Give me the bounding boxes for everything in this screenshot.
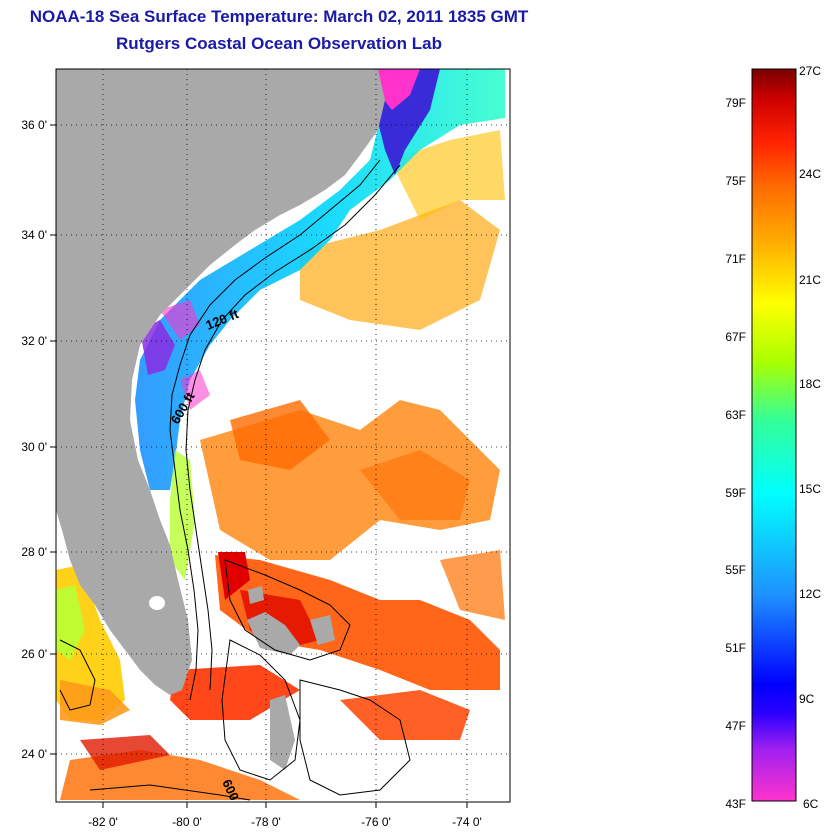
warm-water-layer [60,130,505,800]
lat-label: 34 0' [21,228,47,242]
colorbar-scale [751,68,797,802]
lat-label: 28 0' [21,545,47,559]
colorbar-c-label: 12C [799,587,821,601]
depth-contours [59,159,411,801]
map-subtitle: Rutgers Coastal Ocean Observation Lab [116,34,442,53]
colorbar-c-label: 24C [799,167,821,181]
map-title: NOAA-18 Sea Surface Temperature: March 0… [29,7,529,26]
graticule [56,69,510,802]
lon-label: -74 0' [452,815,482,829]
colorbar-f-label: 59F [725,486,746,500]
colorbar-f-label: 43F [725,797,746,811]
colorbar-c-label: 21C [799,273,821,287]
colorbar-c-label: 27C [799,64,821,78]
colorbar-f-label: 75F [725,174,746,188]
colorbar-f-label: 67F [725,330,746,344]
colorbar-f-label: 47F [725,719,746,733]
map-frame [55,68,511,803]
colorbar-c-label: 18C [799,377,821,391]
colorbar-c-label: 15C [799,482,821,496]
colorbar-f-label: 63F [725,408,746,422]
lat-label: 36 0' [21,118,47,132]
lon-label: -82 0' [88,815,118,829]
colorbar-c-label: 6C [803,797,819,811]
axis-ticks [50,124,468,808]
sst-map: 120 ft 600 ft 600 ft [56,69,510,802]
land-mass [56,69,385,770]
colorbar-f-label: 55F [725,563,746,577]
colorbar-c-label: 9C [799,692,815,706]
lon-label: -80 0' [172,815,202,829]
colorbar-f-label: 71F [725,252,746,266]
lat-label: 30 0' [21,440,47,454]
colorbar-f-label: 51F [725,641,746,655]
temperature-colorbar: 79F 75F 71F 67F 63F 59F 55F 51F 47F 43F … [725,64,821,811]
lon-label: -78 0' [251,815,281,829]
lat-label: 24 0' [21,747,47,761]
lat-label: 32 0' [21,334,47,348]
lat-label: 26 0' [21,647,47,661]
lon-label: -76 0' [361,815,391,829]
colorbar-f-label: 79F [725,96,746,110]
